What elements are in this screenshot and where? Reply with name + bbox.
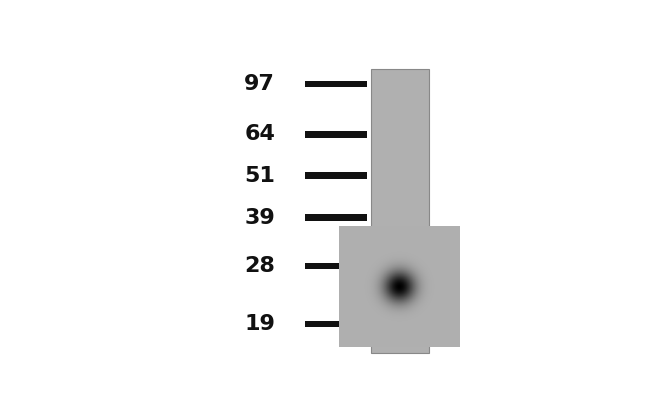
Bar [306,214,367,221]
Bar [306,131,367,138]
Text: 97: 97 [244,74,275,94]
Text: 64: 64 [244,125,275,145]
Bar [306,321,367,327]
Text: 39: 39 [244,207,275,227]
Bar [306,81,367,87]
Text: 51: 51 [244,166,275,186]
Bar [306,263,367,269]
Text: 19: 19 [244,314,275,334]
Bar [371,69,429,353]
Text: 28: 28 [244,256,275,276]
Bar [306,173,367,179]
